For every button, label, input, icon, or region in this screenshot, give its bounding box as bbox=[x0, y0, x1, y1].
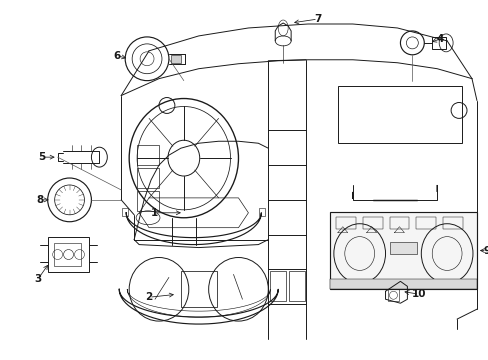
Bar bbox=[329, 212, 476, 289]
Bar bbox=[137, 168, 159, 188]
Text: 9: 9 bbox=[482, 246, 488, 256]
Bar bbox=[415, 217, 435, 229]
Text: 4: 4 bbox=[436, 34, 443, 44]
Text: 5: 5 bbox=[38, 152, 45, 162]
Bar bbox=[442, 217, 462, 229]
Bar bbox=[389, 242, 416, 253]
Text: 3: 3 bbox=[34, 274, 41, 284]
Bar bbox=[54, 243, 81, 266]
Bar bbox=[337, 86, 461, 143]
Bar bbox=[48, 237, 89, 273]
Bar bbox=[431, 37, 445, 49]
Text: 10: 10 bbox=[411, 289, 426, 299]
Text: 1: 1 bbox=[150, 208, 157, 218]
Bar bbox=[389, 217, 408, 229]
Bar bbox=[122, 208, 128, 216]
Bar bbox=[137, 145, 159, 165]
Bar bbox=[171, 55, 181, 63]
Bar bbox=[259, 208, 265, 216]
Bar bbox=[329, 279, 476, 289]
Text: 6: 6 bbox=[113, 51, 121, 61]
Bar bbox=[386, 289, 399, 301]
Bar bbox=[288, 271, 305, 301]
Text: 2: 2 bbox=[145, 292, 152, 302]
Text: 7: 7 bbox=[314, 14, 321, 24]
Bar bbox=[137, 191, 159, 211]
Bar bbox=[181, 271, 216, 307]
Text: 8: 8 bbox=[36, 195, 43, 205]
Bar bbox=[362, 217, 382, 229]
Bar bbox=[335, 217, 355, 229]
Bar bbox=[270, 271, 285, 301]
